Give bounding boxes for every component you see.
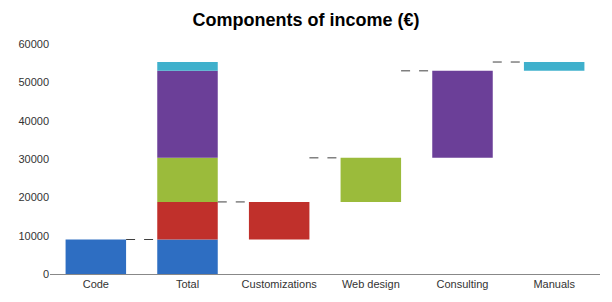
svg-text:50000: 50000 (18, 76, 49, 88)
svg-text:10000: 10000 (18, 230, 49, 242)
svg-text:0: 0 (43, 268, 49, 280)
svg-text:Consulting: Consulting (437, 278, 489, 290)
svg-text:Code: Code (83, 278, 109, 290)
svg-text:20000: 20000 (18, 191, 49, 203)
svg-text:Web design: Web design (342, 278, 400, 290)
svg-text:Manuals: Manuals (533, 278, 575, 290)
svg-text:Customizations: Customizations (242, 278, 318, 290)
svg-text:40000: 40000 (18, 115, 49, 127)
svg-text:30000: 30000 (18, 153, 49, 165)
svg-text:60000: 60000 (18, 38, 49, 50)
svg-text:Total: Total (176, 278, 199, 290)
svg-text:Components of income (€): Components of income (€) (192, 10, 419, 30)
